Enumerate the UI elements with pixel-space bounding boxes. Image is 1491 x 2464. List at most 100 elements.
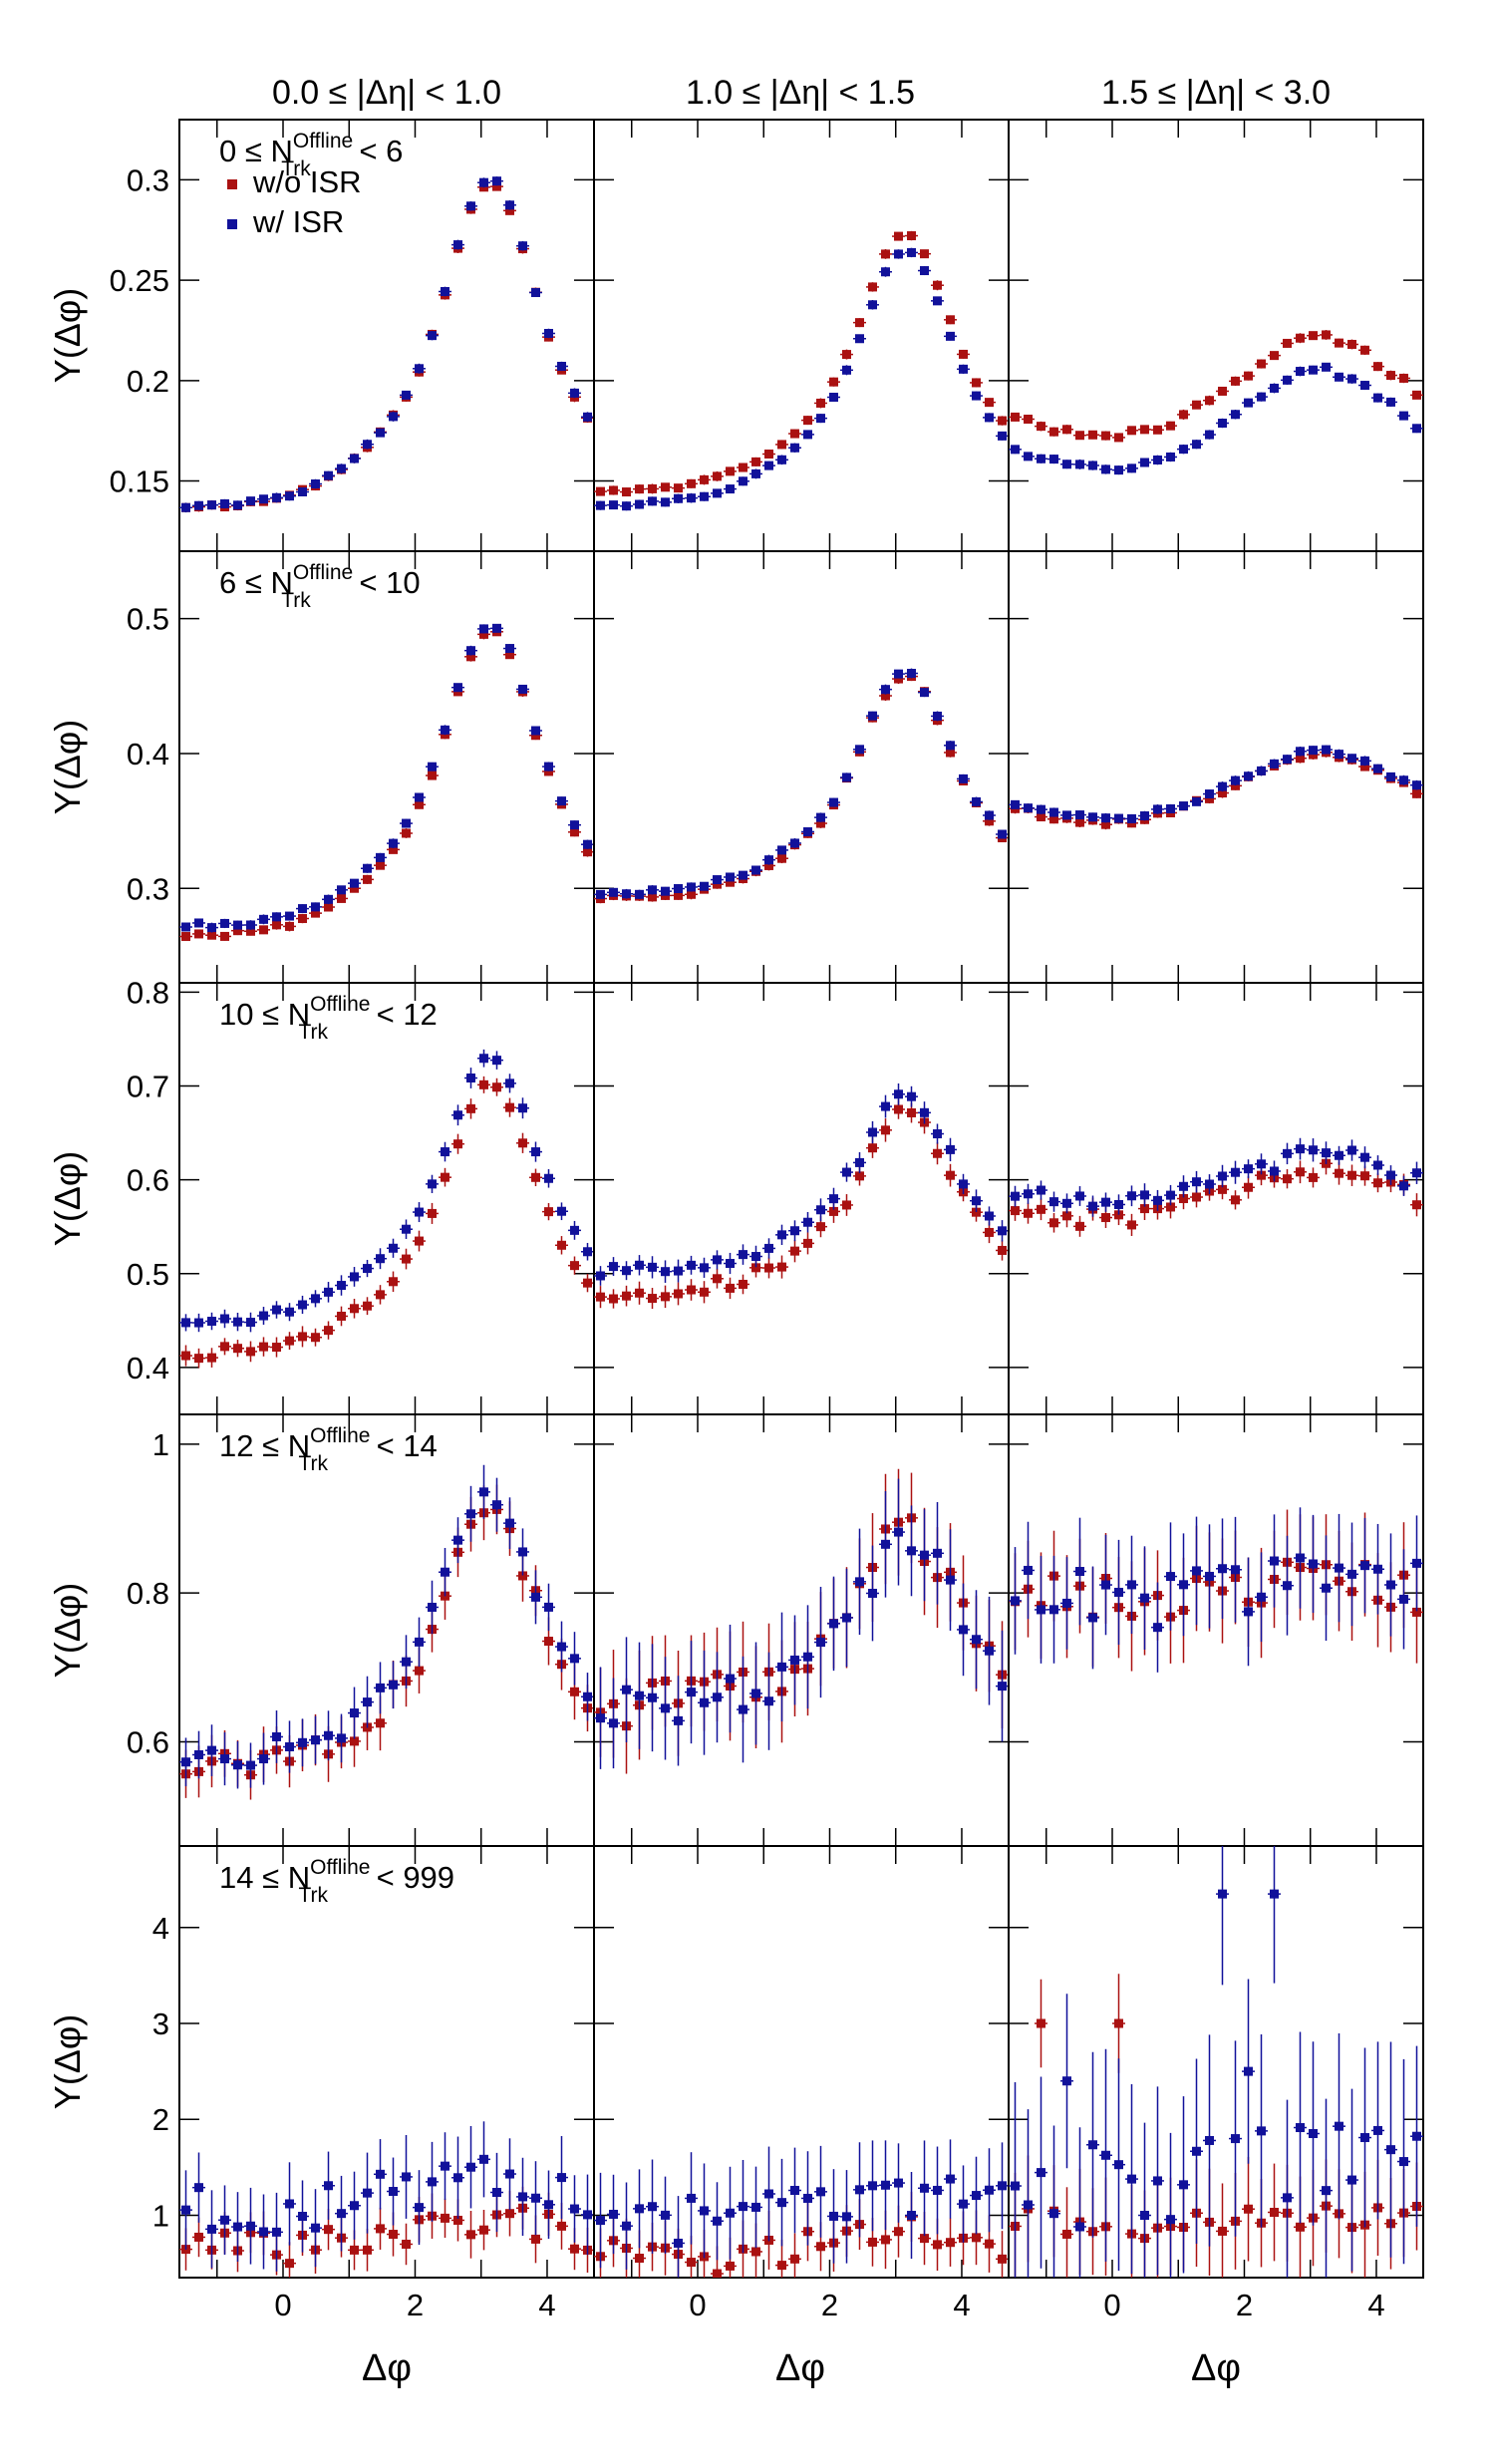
x-tick-label: 2 [407, 2288, 424, 2322]
marker-w-isr [933, 711, 942, 721]
marker-w-isr [233, 920, 242, 930]
marker-wo-isr [1062, 1211, 1071, 1221]
marker-w-isr [881, 1539, 890, 1549]
marker-wo-isr [1037, 812, 1045, 822]
marker-w-isr [1218, 418, 1227, 428]
marker-w-isr [453, 2173, 462, 2183]
marker-w-isr [713, 1255, 722, 1265]
marker-w-isr [1166, 1190, 1175, 1200]
marker-w-isr [985, 810, 994, 820]
y-tick-label: 3 [152, 2006, 169, 2041]
marker-w-isr [479, 1054, 488, 1064]
y-tick-label: 0.3 [127, 871, 169, 906]
marker-w-isr [1140, 1593, 1149, 1603]
marker-wo-isr [674, 483, 683, 493]
marker-w-isr [1373, 1160, 1382, 1170]
marker-wo-isr [389, 844, 398, 854]
marker-w-isr [829, 393, 838, 403]
marker-w-isr [933, 1548, 942, 1558]
marker-wo-isr [376, 2224, 385, 2234]
marker-wo-isr [505, 205, 514, 215]
marker-w-isr [1075, 810, 1084, 820]
marker-w-isr [1335, 1150, 1343, 1160]
marker-wo-isr [376, 1718, 385, 1728]
marker-w-isr [700, 881, 709, 891]
marker-wo-isr [1179, 410, 1188, 420]
marker-w-isr [376, 852, 385, 862]
marker-wo-isr [544, 1207, 553, 1217]
marker-w-isr [868, 711, 877, 721]
marker-w-isr [311, 479, 320, 489]
marker-wo-isr [557, 1240, 566, 1250]
marker-wo-isr [687, 478, 696, 488]
marker-w-isr [220, 918, 229, 928]
marker-wo-isr [933, 280, 942, 290]
marker-w-isr [1037, 804, 1045, 814]
marker-wo-isr [1140, 425, 1149, 435]
marker-w-isr [1257, 1159, 1266, 1169]
marker-wo-isr [998, 1245, 1007, 1255]
marker-wo-isr [972, 378, 981, 388]
marker-w-isr [544, 1173, 553, 1183]
marker-w-isr [1011, 1596, 1020, 1606]
series-layer [594, 1083, 1009, 1310]
marker-wo-isr [751, 2247, 760, 2257]
marker-wo-isr [713, 1274, 722, 1284]
marker-wo-isr [531, 2234, 540, 2244]
marker-wo-isr [194, 1354, 203, 1364]
marker-w-isr [700, 491, 709, 501]
marker-w-isr [1270, 1166, 1279, 1176]
marker-w-isr [441, 2161, 449, 2171]
panel-frame [178, 550, 595, 984]
marker-w-isr [1360, 1561, 1369, 1571]
marker-wo-isr [259, 925, 268, 935]
marker-w-isr [1179, 1580, 1188, 1590]
marker-wo-isr [181, 932, 190, 942]
marker-w-isr [544, 1602, 553, 1612]
marker-w-isr [1205, 1571, 1214, 1581]
marker-wo-isr [1231, 1195, 1240, 1205]
marker-wo-isr [790, 2254, 799, 2264]
marker-w-isr [1322, 745, 1331, 755]
marker-w-isr [1114, 1587, 1123, 1597]
y-tick-label: 0.4 [127, 737, 169, 771]
marker-wo-isr [479, 629, 488, 639]
marker-w-isr [609, 2209, 618, 2219]
marker-w-isr [894, 2178, 903, 2188]
marker-w-isr [777, 2198, 786, 2208]
marker-wo-isr [985, 398, 994, 408]
x-tick-label: 0 [274, 2288, 291, 2322]
marker-w-isr [713, 2216, 722, 2226]
marker-w-isr [674, 884, 683, 894]
marker-wo-isr [687, 2258, 696, 2268]
marker-w-isr [739, 2202, 747, 2212]
marker-wo-isr [441, 2213, 449, 2223]
marker-wo-isr [207, 930, 216, 940]
marker-wo-isr [1114, 433, 1123, 443]
marker-w-isr [1166, 2215, 1175, 2225]
marker-w-isr [544, 328, 553, 338]
marker-w-isr [1309, 2129, 1318, 2139]
marker-wo-isr [1127, 1220, 1136, 1230]
panel-r1-c2 [593, 119, 1010, 552]
marker-w-isr [803, 1217, 812, 1227]
marker-wo-isr [920, 249, 929, 259]
marker-w-isr [726, 1674, 735, 1684]
marker-w-isr [220, 498, 229, 508]
legend: w/o ISR w/ ISR [227, 164, 362, 239]
marker-wo-isr [1049, 1218, 1058, 1228]
marker-w-isr [285, 911, 294, 921]
marker-wo-isr [350, 1736, 359, 1746]
marker-w-isr [1192, 440, 1201, 450]
marker-w-isr [583, 1247, 592, 1257]
marker-w-isr [959, 364, 968, 374]
marker-w-isr [661, 1267, 670, 1277]
marker-wo-isr [1296, 1167, 1305, 1177]
marker-wo-isr [972, 1207, 981, 1217]
marker-wo-isr [363, 2245, 372, 2255]
marker-wo-isr [376, 1290, 385, 1300]
marker-w-isr [181, 922, 190, 932]
marker-w-isr [363, 1697, 372, 1707]
marker-w-isr [570, 1225, 579, 1235]
marker-w-isr [1360, 1152, 1369, 1162]
